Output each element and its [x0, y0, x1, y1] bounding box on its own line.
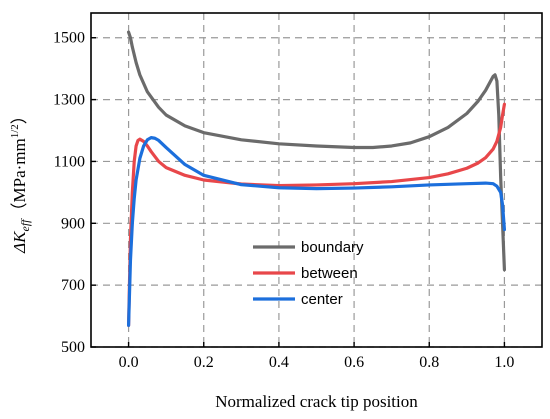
axis-ticks: 0.0 0.2 0.4 0.6 0.8 1.0 500 700 900 1100 1300 1500	[53, 30, 514, 371]
plot-frame	[90, 12, 543, 348]
legend: boundary between center	[253, 239, 364, 308]
x-tick-label: 0.0	[119, 354, 139, 371]
y-axis-label-unit-close: ）	[10, 107, 29, 124]
x-axis-label: Normalized crack tip position	[215, 392, 418, 411]
series-lines	[126, 30, 507, 327]
y-axis-label-unit-sup: 1/2	[9, 124, 21, 138]
y-axis-label-unit: （MPa·mm	[10, 138, 29, 219]
y-tick-label: 1100	[54, 153, 85, 170]
y-tick-label: 500	[61, 339, 85, 356]
y-axis-label-subscript: eff	[18, 218, 32, 232]
y-tick-label: 900	[61, 215, 85, 232]
series-line-center	[126, 136, 507, 327]
x-tick-label: 0.6	[344, 354, 364, 371]
x-tick-label: 0.8	[419, 354, 439, 371]
series-line-boundary	[126, 30, 507, 272]
y-tick-label: 700	[61, 277, 85, 294]
legend-label-between: between	[301, 265, 358, 282]
legend-label-center: center	[301, 291, 343, 308]
x-tick-label: 1.0	[494, 354, 514, 371]
y-tick-label: 1300	[53, 92, 85, 109]
x-tick-label: 0.4	[269, 354, 289, 371]
y-tick-label: 1500	[53, 30, 85, 47]
x-tick-label: 0.2	[194, 354, 214, 371]
y-axis-label-symbol: ΔK	[10, 230, 29, 254]
legend-label-boundary: boundary	[301, 239, 364, 256]
y-axis-label: ΔKeff（MPa·mm1/2）	[9, 107, 32, 254]
